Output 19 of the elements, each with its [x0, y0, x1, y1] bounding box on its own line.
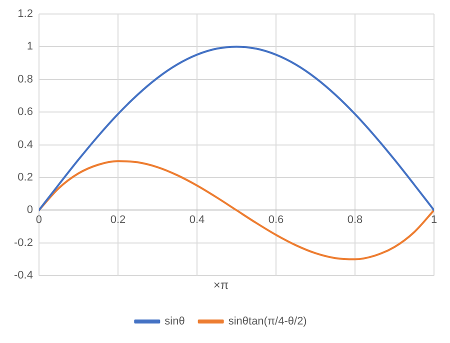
x-tick-label: 1 — [430, 214, 438, 226]
x-axis-title: ×π — [213, 278, 229, 292]
legend-label: sinθ — [164, 316, 185, 328]
y-tick-label: 0.4 — [18, 138, 33, 151]
y-tick-label: 1 — [26, 40, 33, 53]
y-tick-label: -0.2 — [14, 236, 33, 249]
y-tick-label: 1.2 — [18, 8, 33, 20]
y-tick-label: 0.6 — [18, 106, 33, 118]
y-tick-label: 0.8 — [18, 73, 33, 86]
legend-label: sinθtan(π/4-θ/2) — [228, 316, 307, 328]
y-tick-label: -0.4 — [14, 270, 33, 282]
x-tick-label: 0.8 — [347, 214, 363, 226]
y-tick-label: 0 — [26, 204, 33, 216]
x-tick-label: 0.6 — [268, 214, 284, 226]
x-tick-label: 0 — [36, 214, 42, 226]
line-series — [38, 46, 434, 212]
x-tick-label: 0.2 — [110, 214, 126, 226]
y-tick-label: 0.2 — [18, 172, 33, 184]
x-tick-label: 0.4 — [189, 214, 205, 226]
